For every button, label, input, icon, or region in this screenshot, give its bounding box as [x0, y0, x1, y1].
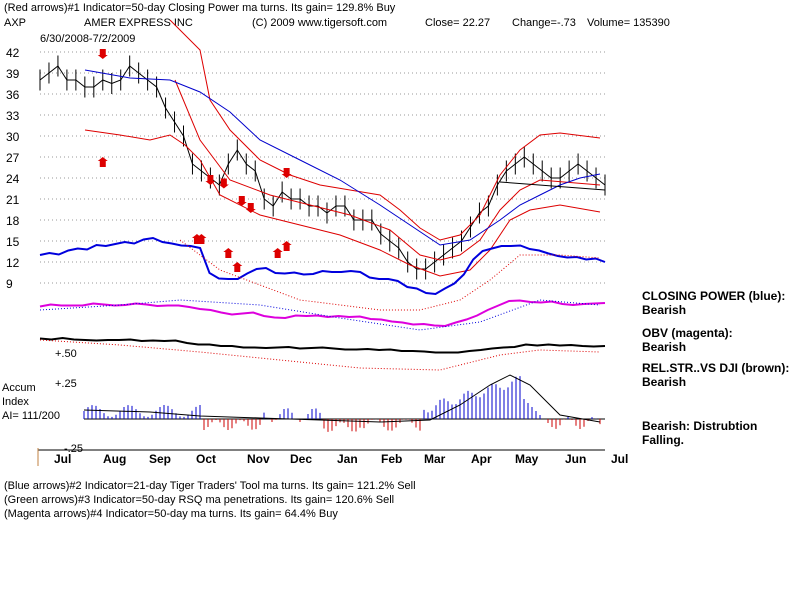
accum-title-line1: Accum	[2, 382, 36, 394]
y-tick-24: 24	[6, 172, 20, 186]
moving-average	[84, 69, 601, 246]
y-tick-42: 42	[6, 46, 20, 60]
y-tick-15: 15	[6, 235, 20, 249]
obv-label: OBV (magenta):	[642, 326, 733, 340]
change-value: Change=-.73	[512, 17, 576, 29]
month-sep: Sep	[149, 452, 172, 466]
closing-power-line	[39, 236, 606, 296]
rel-str-label: REL.STR..VS DJI (brown):	[642, 361, 790, 375]
accum-level-25: +.25	[55, 378, 77, 390]
arrow-down	[245, 203, 256, 213]
signal-arrows	[97, 49, 292, 272]
y-tick-39: 39	[6, 67, 20, 81]
month-jul: Jul	[54, 452, 72, 466]
y-tick-18: 18	[6, 214, 20, 228]
arrow-down	[236, 196, 247, 206]
accum-moving-average	[83, 374, 601, 423]
mid-band	[174, 79, 601, 261]
header-indicator-line: (Red arrows)#1 Indicator=50-day Closing …	[4, 2, 396, 14]
company-name: AMER EXPRESS INC	[84, 17, 193, 29]
price-bars	[39, 55, 606, 280]
arrow-up	[232, 262, 243, 272]
month-jan: Jan	[337, 452, 358, 466]
accum-level-50: +.50	[55, 348, 77, 360]
price-line	[39, 65, 606, 270]
month-mar: Mar	[424, 452, 446, 466]
arrow-down	[97, 49, 108, 59]
upper-band	[169, 19, 601, 241]
arrow-up	[97, 157, 108, 167]
footer-line-blue: (Blue arrows)#2 Indicator=21-day Tiger T…	[4, 480, 416, 492]
arrow-down	[218, 178, 229, 189]
ticker-symbol: AXP	[4, 17, 27, 29]
accum-title-line2: Index	[2, 396, 29, 408]
arrow-down	[205, 175, 216, 185]
obv-line	[39, 299, 606, 328]
arrow-up	[272, 248, 283, 258]
closing-power-status: Bearish	[642, 303, 687, 317]
cp-moving-average	[179, 239, 601, 311]
arrow-down	[281, 168, 292, 178]
accum-histogram	[83, 376, 601, 432]
y-tick-9: 9	[6, 277, 13, 291]
y-tick-30: 30	[6, 130, 20, 144]
month-aug: Aug	[103, 452, 127, 466]
month-apr: Apr	[471, 452, 492, 466]
accum-status: Bearish: Distrubtion Falling.	[642, 419, 758, 447]
rel-str-moving-average	[39, 339, 601, 371]
month-jun: Jun	[565, 452, 587, 466]
date-range: 6/30/2008-7/2/2009	[40, 33, 136, 45]
accum-level-neg25: -.25	[64, 443, 83, 455]
y-tick-33: 33	[6, 109, 20, 123]
closing-power-label: CLOSING POWER (blue):	[642, 289, 786, 303]
month-jul-end: Jul	[611, 452, 629, 466]
gridlines	[40, 51, 605, 284]
arrow-up	[196, 234, 207, 244]
copyright: (C) 2009 www.tigersoft.com	[252, 17, 388, 29]
obv-status: Bearish	[642, 340, 687, 354]
lower-band	[84, 129, 601, 277]
footer-line-green: (Green arrows)#3 Indicator=50-day RSQ ma…	[4, 494, 395, 506]
close-value: Close= 22.27	[425, 17, 491, 29]
y-tick-21: 21	[6, 193, 20, 207]
rel-str-status: Bearish	[642, 375, 687, 389]
arrow-up	[223, 248, 234, 258]
month-dec: Dec	[290, 452, 313, 466]
y-tick-12: 12	[6, 256, 20, 270]
accum-ai-value: AI= 111/200	[2, 410, 61, 422]
month-oct: Oct	[196, 452, 217, 466]
relative-strength-line	[39, 336, 606, 354]
trend-line	[499, 181, 606, 191]
footer-line-magenta: (Magenta arrows)#4 Indicator=50-day ma t…	[4, 508, 338, 520]
month-feb: Feb	[381, 452, 403, 466]
y-tick-36: 36	[6, 88, 20, 102]
arrow-up	[281, 241, 292, 251]
month-may: May	[515, 452, 539, 466]
volume-value: Volume= 135390	[587, 17, 670, 29]
month-nov: Nov	[247, 452, 270, 466]
y-tick-27: 27	[6, 151, 20, 165]
